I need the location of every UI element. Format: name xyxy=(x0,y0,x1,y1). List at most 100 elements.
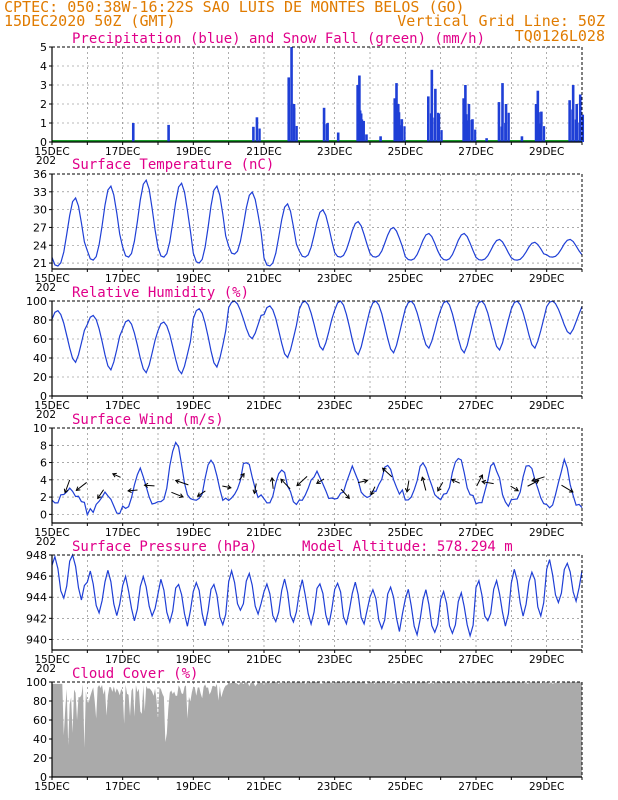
temp-xtick-label: 29DEC xyxy=(529,273,564,285)
wind-arrow-shaft xyxy=(370,486,376,495)
wind-arrow-shaft xyxy=(253,483,257,494)
pressure-title: Surface Pressure (hPa) xyxy=(72,539,257,555)
rh-ytick-label: 0 xyxy=(40,390,47,403)
temp-xtick-label: 27DEC xyxy=(458,273,493,285)
precip-bar xyxy=(400,119,404,142)
wind-arrow-head xyxy=(370,490,375,496)
precip-ytick-label: 2 xyxy=(40,98,47,111)
wind-arrow-head xyxy=(514,486,520,492)
rh-xtick-label: 19DEC xyxy=(176,400,211,412)
precip-bar xyxy=(362,120,365,142)
wind-arrow xyxy=(405,480,410,493)
wind-arrow xyxy=(561,484,574,493)
cloud-title: Cloud Cover (%) xyxy=(72,666,198,682)
cloud-xtick-label: 19DEC xyxy=(176,781,211,793)
wind-ytick-label: 8 xyxy=(40,439,47,452)
precip-bar xyxy=(497,102,501,142)
precip-bar xyxy=(485,138,488,142)
precip-bar xyxy=(255,117,259,142)
wind-ytick-label: 10 xyxy=(33,422,47,435)
wind-arrow xyxy=(171,491,184,499)
wind-arrow-head xyxy=(269,476,275,482)
wind-arrow xyxy=(420,476,427,491)
precip-bar xyxy=(336,132,340,142)
wind-arrow-head xyxy=(405,487,410,493)
pressure-xtick-label: 29DEC xyxy=(529,654,564,666)
precip-bar xyxy=(167,124,170,142)
wind-frame xyxy=(51,427,583,524)
precip-bar xyxy=(504,104,508,142)
cloud-ytick-label: 40 xyxy=(33,733,47,746)
precip-xtick-label: 29DEC xyxy=(529,146,564,158)
temp-xtick-label: 23DEC xyxy=(317,273,352,285)
temp-ytick-label: 24 xyxy=(33,239,47,252)
wind-arrow-shaft xyxy=(531,476,545,482)
wind-arrow xyxy=(296,476,308,487)
wind-xtick-label: 17DEC xyxy=(105,527,140,539)
wind-arrow-head xyxy=(75,486,81,491)
temp-ytick-label: 27 xyxy=(33,221,47,234)
precip-bar xyxy=(501,83,504,142)
temp-line xyxy=(51,178,583,267)
wind-arrow-shaft xyxy=(197,490,206,497)
wind-arrow-head xyxy=(97,494,102,500)
precip-ytick-label: 5 xyxy=(40,41,47,54)
wind-arrow xyxy=(111,472,121,478)
pressure-ytick-label: 942 xyxy=(26,612,47,625)
precip-title: Precipitation (blue) and Snow Fall (gree… xyxy=(72,31,485,47)
wind-xtick-label: 25DEC xyxy=(388,527,423,539)
cloud-xtick-label: 25DEC xyxy=(388,781,423,793)
rh-xtick-label: 27DEC xyxy=(458,400,493,412)
wind-arrow-head xyxy=(531,477,537,483)
wind-arrow-shaft xyxy=(97,489,105,499)
wind-xtick-label: 21DEC xyxy=(246,527,281,539)
rh-year-fragment: 202 xyxy=(36,409,56,421)
wind-arrow-shaft xyxy=(382,467,393,478)
wind-line xyxy=(51,441,583,517)
precip-bar xyxy=(542,126,546,142)
wind-ytick-label: 4 xyxy=(40,474,47,487)
wind-arrow xyxy=(63,479,71,494)
wind-arrow-shaft xyxy=(451,479,460,484)
wind-arrow-shaft xyxy=(144,484,155,487)
wind-arrow-shaft xyxy=(175,480,189,486)
wind-arrow-shaft xyxy=(437,481,444,492)
precip-bar xyxy=(581,114,585,142)
precip-bar xyxy=(379,136,382,142)
panel-cloud: Cloud Cover (%) 0 20 40 60 80 100 15DEC 17DEC 19D… xyxy=(26,666,583,793)
header-model-id: TQ0126L028 xyxy=(515,27,605,45)
rh-frame xyxy=(51,300,583,397)
wind-arrow-head xyxy=(240,472,245,478)
header-grid-note: Vertical Grid Line: 50Z xyxy=(397,12,605,30)
wind-arrow xyxy=(238,472,245,481)
wind-arrow xyxy=(269,476,275,489)
rh-xtick-label: 25DEC xyxy=(388,400,423,412)
temp-ytick-label: 36 xyxy=(33,168,47,181)
pressure-xtick-label: 21DEC xyxy=(246,654,281,666)
rh-ytick-label: 100 xyxy=(26,295,47,308)
wind-arrow xyxy=(143,482,155,488)
wind-arrow-head xyxy=(196,492,202,497)
wind-arrow-shaft xyxy=(482,481,494,485)
cloud-xtick-label: 23DEC xyxy=(317,781,352,793)
wind-arrow xyxy=(222,484,232,490)
precip-bar xyxy=(252,126,255,142)
precip-ytick-label: 0 xyxy=(40,136,47,149)
wind-ytick-label: 2 xyxy=(40,491,47,504)
rh-ytick-label: 60 xyxy=(33,333,47,346)
rh-xtick-label: 29DEC xyxy=(529,400,564,412)
wind-arrow-shaft xyxy=(340,488,350,499)
panel-pressure: Surface Pressure (hPa) Model Altitude: 57… xyxy=(26,539,583,675)
pressure-xtick-label: 23DEC xyxy=(317,654,352,666)
cloud-ytick-label: 20 xyxy=(33,752,47,765)
wind-ytick-label: 6 xyxy=(40,457,47,470)
precip-bar xyxy=(437,113,441,142)
wind-arrow-shaft xyxy=(64,479,71,493)
rh-ytick-label: 40 xyxy=(33,352,47,365)
precip-ytick-label: 4 xyxy=(40,60,47,73)
pressure-line xyxy=(51,553,583,639)
wind-arrow xyxy=(370,486,376,496)
wind-arrow-head xyxy=(296,481,302,487)
rh-xtick-label: 15DEC xyxy=(34,400,69,412)
